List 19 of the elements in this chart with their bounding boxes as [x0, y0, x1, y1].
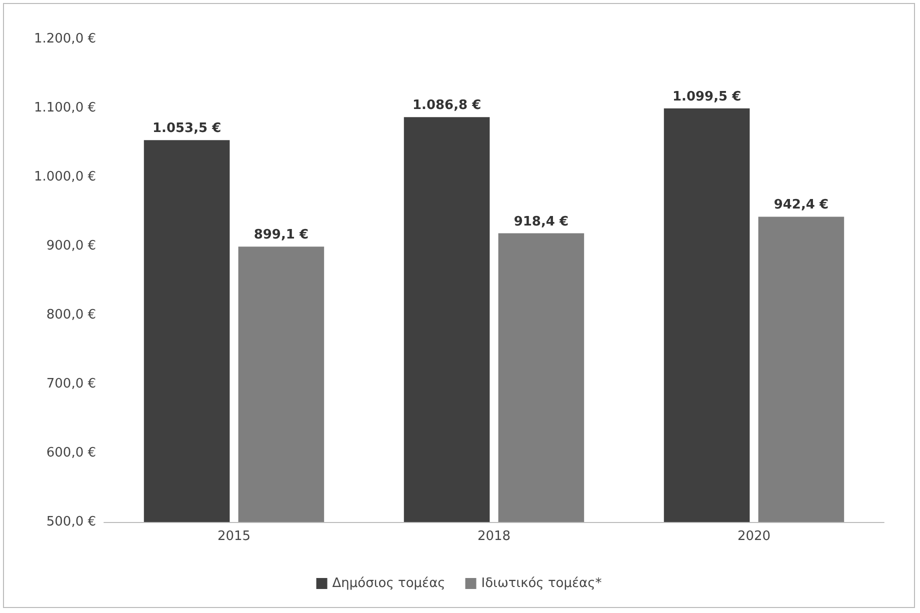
- legend-label: Ιδιωτικός τομέας*: [481, 576, 602, 591]
- y-tick-label: 1.100,0 €: [34, 100, 96, 116]
- data-label: 1.086,8 €: [412, 98, 482, 114]
- y-tick-label: 700,0 €: [46, 376, 96, 392]
- y-tick-label: 800,0 €: [46, 308, 96, 322]
- x-tick-label: 2020: [737, 529, 771, 544]
- data-label: 1.099,5 €: [672, 89, 742, 104]
- y-tick-label: 900,0 €: [46, 238, 96, 254]
- y-tick-label: 500,0 €: [46, 514, 96, 530]
- data-label: 899,1 €: [254, 228, 309, 243]
- data-label: 1.053,5 €: [152, 121, 222, 136]
- data-label: 918,4 €: [514, 214, 569, 230]
- legend-label: Δημόσιος τομέας: [332, 576, 446, 591]
- y-tick-label: 600,0 €: [46, 446, 96, 460]
- y-tick-label: 1.000,0 €: [34, 170, 96, 184]
- y-tick-label: 1.200,0 €: [34, 32, 96, 46]
- data-label: 942,4 €: [774, 198, 829, 213]
- x-tick-label: 2018: [477, 529, 511, 544]
- x-tick-label: 2015: [217, 529, 251, 544]
